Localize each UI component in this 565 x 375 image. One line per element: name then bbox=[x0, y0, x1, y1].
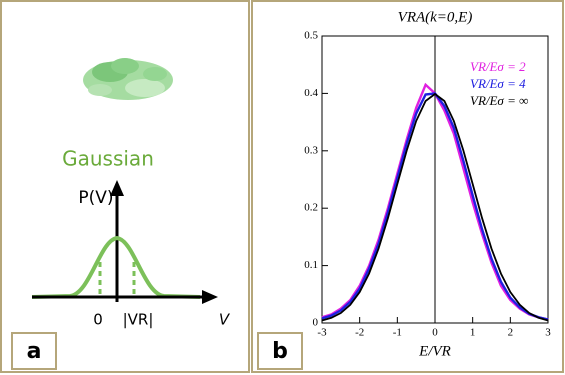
y-tick-label: 0 bbox=[313, 317, 319, 329]
width-label: |VR| bbox=[123, 311, 154, 329]
panel-label: b bbox=[272, 339, 288, 364]
potential-blob bbox=[83, 58, 173, 100]
x-tick-label: -2 bbox=[355, 327, 364, 339]
gaussian-curve bbox=[31, 235, 201, 299]
x-tick-label: 1 bbox=[470, 327, 476, 339]
legend-entry: VR/Eσ = 4 bbox=[470, 76, 526, 91]
panel-label-box bbox=[11, 332, 57, 370]
x-tick-label: -1 bbox=[393, 327, 402, 339]
chart-title: VRA(k=0,E) bbox=[398, 9, 473, 25]
panel-label: a bbox=[27, 339, 42, 364]
y-tick-label: 0.2 bbox=[304, 202, 318, 214]
x-tick-label: -3 bbox=[317, 327, 327, 339]
y-arrow bbox=[110, 180, 124, 196]
panel-a-frame bbox=[0, 0, 250, 373]
origin-label: 0 bbox=[93, 311, 103, 329]
x-axis-title: E/VR bbox=[418, 343, 451, 359]
x-tick-label: 2 bbox=[508, 327, 514, 339]
panel-label-box bbox=[257, 332, 303, 370]
y-tick-label: 0.1 bbox=[304, 259, 318, 271]
y-tick-label: 0.3 bbox=[304, 144, 318, 156]
x-axis-label: V bbox=[219, 311, 231, 329]
x-arrow bbox=[202, 290, 218, 304]
y-axis-label: P(V) bbox=[78, 188, 113, 208]
legend-entry: VR/Eσ = ∞ bbox=[470, 93, 528, 108]
y-tick-label: 0.4 bbox=[304, 87, 318, 99]
gaussian-caption: Gaussian bbox=[62, 147, 154, 171]
x-tick-label: 0 bbox=[432, 327, 438, 339]
x-tick-label: 3 bbox=[545, 327, 551, 339]
legend-entry: VR/Eσ = 2 bbox=[470, 59, 526, 74]
y-tick-label: 0.5 bbox=[304, 30, 318, 42]
panel-b-frame bbox=[251, 0, 564, 373]
series-line bbox=[321, 92, 549, 322]
